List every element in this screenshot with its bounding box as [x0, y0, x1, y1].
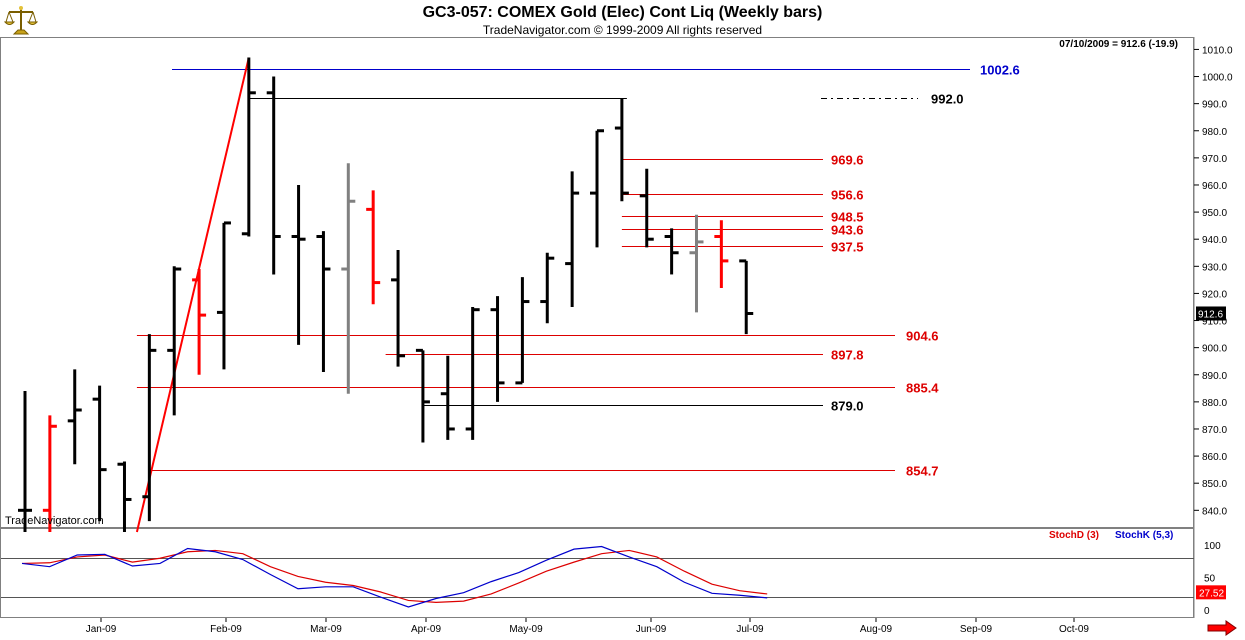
ohlc-bar: [216, 221, 231, 370]
y-tick-label: 840.0: [1202, 506, 1227, 517]
level-label-904.6: 904.6: [906, 329, 939, 344]
ohlc-bar: [490, 296, 505, 402]
ohlc-bar: [614, 98, 629, 202]
ohlc-bar: [714, 220, 729, 288]
stoch-last-label: 27.52: [1199, 588, 1224, 599]
ohlc-bar: [192, 269, 207, 375]
y-tick-label: 960.0: [1202, 181, 1227, 192]
level-label-897.8: 897.8: [831, 348, 864, 363]
ohlc-bar: [739, 259, 754, 335]
level-label-879.0: 879.0: [831, 399, 864, 414]
ohlc-bar: [391, 250, 406, 367]
ohlc-bar: [67, 369, 82, 465]
x-tick-label: Feb-09: [210, 624, 242, 635]
y-tick-label: 850.0: [1202, 479, 1227, 490]
stoch-series-line: [21, 545, 768, 608]
y-tick-label: 870.0: [1202, 425, 1227, 436]
y-tick-label: 900.0: [1202, 344, 1227, 355]
scroll-right-arrow-icon[interactable]: [1206, 620, 1238, 636]
chart-subtitle: TradeNavigator.com © 1999-2009 All right…: [482, 23, 763, 37]
y-tick-label: 890.0: [1202, 371, 1227, 382]
ohlc-bar: [465, 306, 480, 440]
scales-logo-icon: [4, 6, 38, 35]
ohlc-bar: [291, 184, 306, 345]
y-tick-label: 990.0: [1202, 100, 1227, 111]
level-label-885.4: 885.4: [906, 381, 939, 396]
level-label-854.7: 854.7: [906, 464, 939, 479]
x-tick-label: Aug-09: [860, 624, 893, 635]
x-tick-label: Apr-09: [411, 624, 441, 635]
stoch-tick-label: 50: [1204, 574, 1216, 585]
x-tick-label: Jan-09: [86, 624, 117, 635]
last-value-info: 07/10/2009 = 912.6 (-19.9): [1059, 39, 1178, 50]
x-tick-label: May-09: [509, 624, 543, 635]
ohlc-bar: [92, 385, 107, 522]
ohlc-bar: [42, 415, 57, 532]
stoch-legend-d: StochD (3): [1049, 530, 1099, 541]
ohlc-bar: [341, 163, 356, 394]
y-tick-label: 860.0: [1202, 452, 1227, 463]
last-price-label: 912.6: [1198, 309, 1223, 320]
ohlc-bar: [440, 355, 455, 440]
last-price-box: [1196, 306, 1226, 321]
ohlc-bar: [241, 57, 256, 237]
watermark-text: TradeNavigator.com: [5, 515, 104, 527]
stoch-tick-label: 0: [1204, 606, 1210, 617]
stoch-series-line: [21, 549, 768, 604]
ohlc-bar: [664, 228, 679, 275]
x-tick-label: Mar-09: [310, 624, 342, 635]
y-tick-label: 950.0: [1202, 208, 1227, 219]
ohlc-bar: [639, 168, 654, 248]
ohlc-bar: [366, 190, 381, 305]
stoch-tick-label: 100: [1204, 541, 1221, 552]
ohlc-bar: [590, 129, 605, 248]
y-tick-label: 880.0: [1202, 398, 1227, 409]
level-label-992.0: 992.0: [931, 92, 964, 107]
y-tick-label: 910.0: [1202, 317, 1227, 328]
level-label-943.6: 943.6: [831, 223, 864, 238]
ohlc-bar: [565, 171, 580, 307]
x-tick-label: Sep-09: [960, 624, 993, 635]
level-label-1002.6: 1002.6: [980, 63, 1020, 78]
x-tick-label: Jul-09: [736, 624, 764, 635]
ohlc-bar: [142, 334, 157, 522]
y-tick-label: 1000.0: [1202, 73, 1233, 84]
y-tick-label: 930.0: [1202, 262, 1227, 273]
chart-title: GC3-057: COMEX Gold (Elec) Cont Liq (Wee…: [422, 4, 823, 21]
level-label-937.5: 937.5: [831, 240, 864, 255]
ohlc-bar: [515, 277, 530, 385]
stoch-legend-k: StochK (5,3): [1115, 530, 1173, 541]
level-label-948.5: 948.5: [831, 210, 864, 225]
level-label-969.6: 969.6: [831, 153, 864, 168]
ohlc-bar: [316, 231, 331, 373]
trend-line: [135, 57, 250, 533]
x-tick-label: Oct-09: [1059, 624, 1089, 635]
ohlc-bar: [540, 252, 555, 324]
y-tick-label: 980.0: [1202, 127, 1227, 138]
x-tick-label: Jun-09: [636, 624, 667, 635]
ohlc-bar: [18, 391, 32, 532]
ohlc-bar: [117, 461, 132, 532]
y-tick-label: 920.0: [1202, 289, 1227, 300]
y-tick-label: 940.0: [1202, 235, 1227, 246]
ohlc-bar: [167, 266, 182, 416]
y-tick-label: 1010.0: [1202, 45, 1233, 56]
level-label-956.6: 956.6: [831, 188, 864, 203]
ohlc-bar: [266, 76, 281, 275]
stoch-last-box: [1196, 585, 1226, 600]
ohlc-bar: [689, 214, 704, 313]
ohlc-bar: [415, 348, 430, 443]
y-tick-label: 970.0: [1202, 154, 1227, 165]
